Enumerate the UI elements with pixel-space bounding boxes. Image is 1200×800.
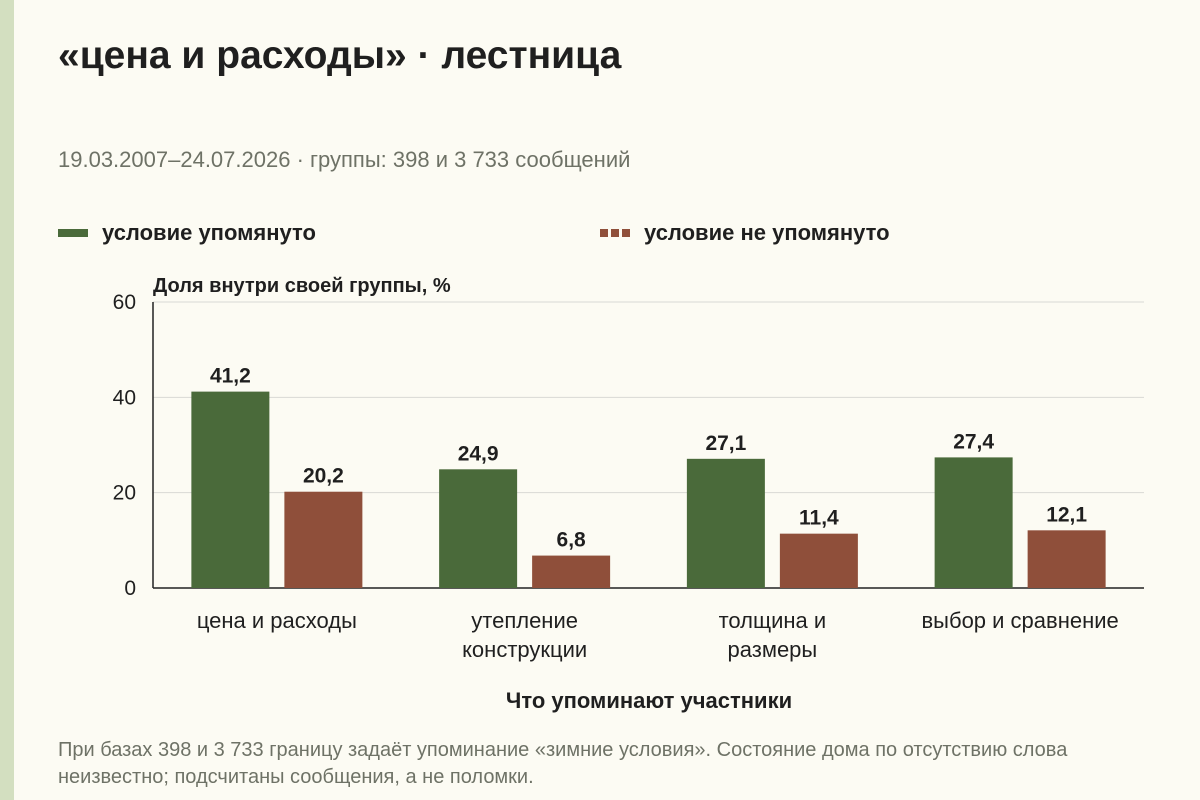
- y-axis-title: Доля внутри своей группы, %: [153, 275, 451, 297]
- x-category-label-line: выбор и сравнение: [921, 608, 1118, 633]
- legend-swatch-mentioned: [58, 229, 88, 237]
- bar-layer: [191, 391, 1106, 588]
- left-accent-stripe: [0, 0, 14, 800]
- legend-label-not-mentioned: условие не упомянуто: [644, 220, 890, 245]
- x-category-label-line: цена и расходы: [197, 608, 357, 633]
- legend-label-mentioned: условие упомянуто: [102, 220, 316, 245]
- chart-title: «цена и расходы» · лестница: [58, 34, 622, 77]
- bar-value-label: 11,4: [799, 507, 839, 530]
- chart-subtitle: 19.03.2007–24.07.2026 · группы: 398 и 3 …: [58, 147, 631, 172]
- bar-value-label: 24,9: [458, 442, 499, 465]
- bar-value-label: 41,2: [210, 365, 251, 388]
- legend-item-not-mentioned: условие не упомянуто: [600, 220, 890, 246]
- x-category-label: утепление конструкции: [462, 608, 587, 662]
- footnote: При базах 398 и 3 733 границу задаёт упо…: [58, 739, 1068, 788]
- x-category-label: цена и расходы: [197, 608, 357, 633]
- y-tick-label: 20: [113, 482, 136, 505]
- y-tick-label: 40: [113, 386, 136, 409]
- x-category-label-line: утепление: [471, 608, 578, 633]
- y-tick-label: 60: [113, 291, 136, 314]
- bar-mentioned: [686, 458, 765, 588]
- y-tick-label: 0: [124, 577, 136, 600]
- x-category-label-line: конструкции: [462, 637, 587, 662]
- bar-value-label: 6,8: [557, 529, 587, 552]
- bar-not-mentioned: [284, 491, 363, 588]
- bar-value-label: 27,1: [705, 432, 746, 455]
- bar-not-mentioned: [779, 533, 858, 588]
- bar-value-label: 20,2: [303, 465, 344, 488]
- x-category-label-line: толщина и: [719, 608, 827, 633]
- bar-mentioned: [191, 391, 270, 588]
- bar-mentioned: [439, 469, 518, 588]
- bar-not-mentioned: [532, 555, 611, 588]
- x-axis-title: Что упоминают участники: [506, 688, 792, 713]
- legend-item-mentioned: условие упомянуто: [58, 220, 316, 246]
- x-category-label: толщина и размеры: [719, 608, 827, 662]
- legend-swatch-not-mentioned: [600, 229, 630, 237]
- bar-value-label: 27,4: [953, 430, 994, 453]
- x-category-label-line: размеры: [728, 637, 818, 662]
- x-category-label: выбор и сравнение: [921, 608, 1118, 633]
- bar-not-mentioned: [1027, 530, 1106, 588]
- bar-value-label: 12,1: [1046, 503, 1087, 526]
- label-layer: 41,2 20,2 цена и расходы 24,9 6,8 утепление ко…: [197, 365, 1119, 662]
- bar-mentioned: [934, 457, 1013, 588]
